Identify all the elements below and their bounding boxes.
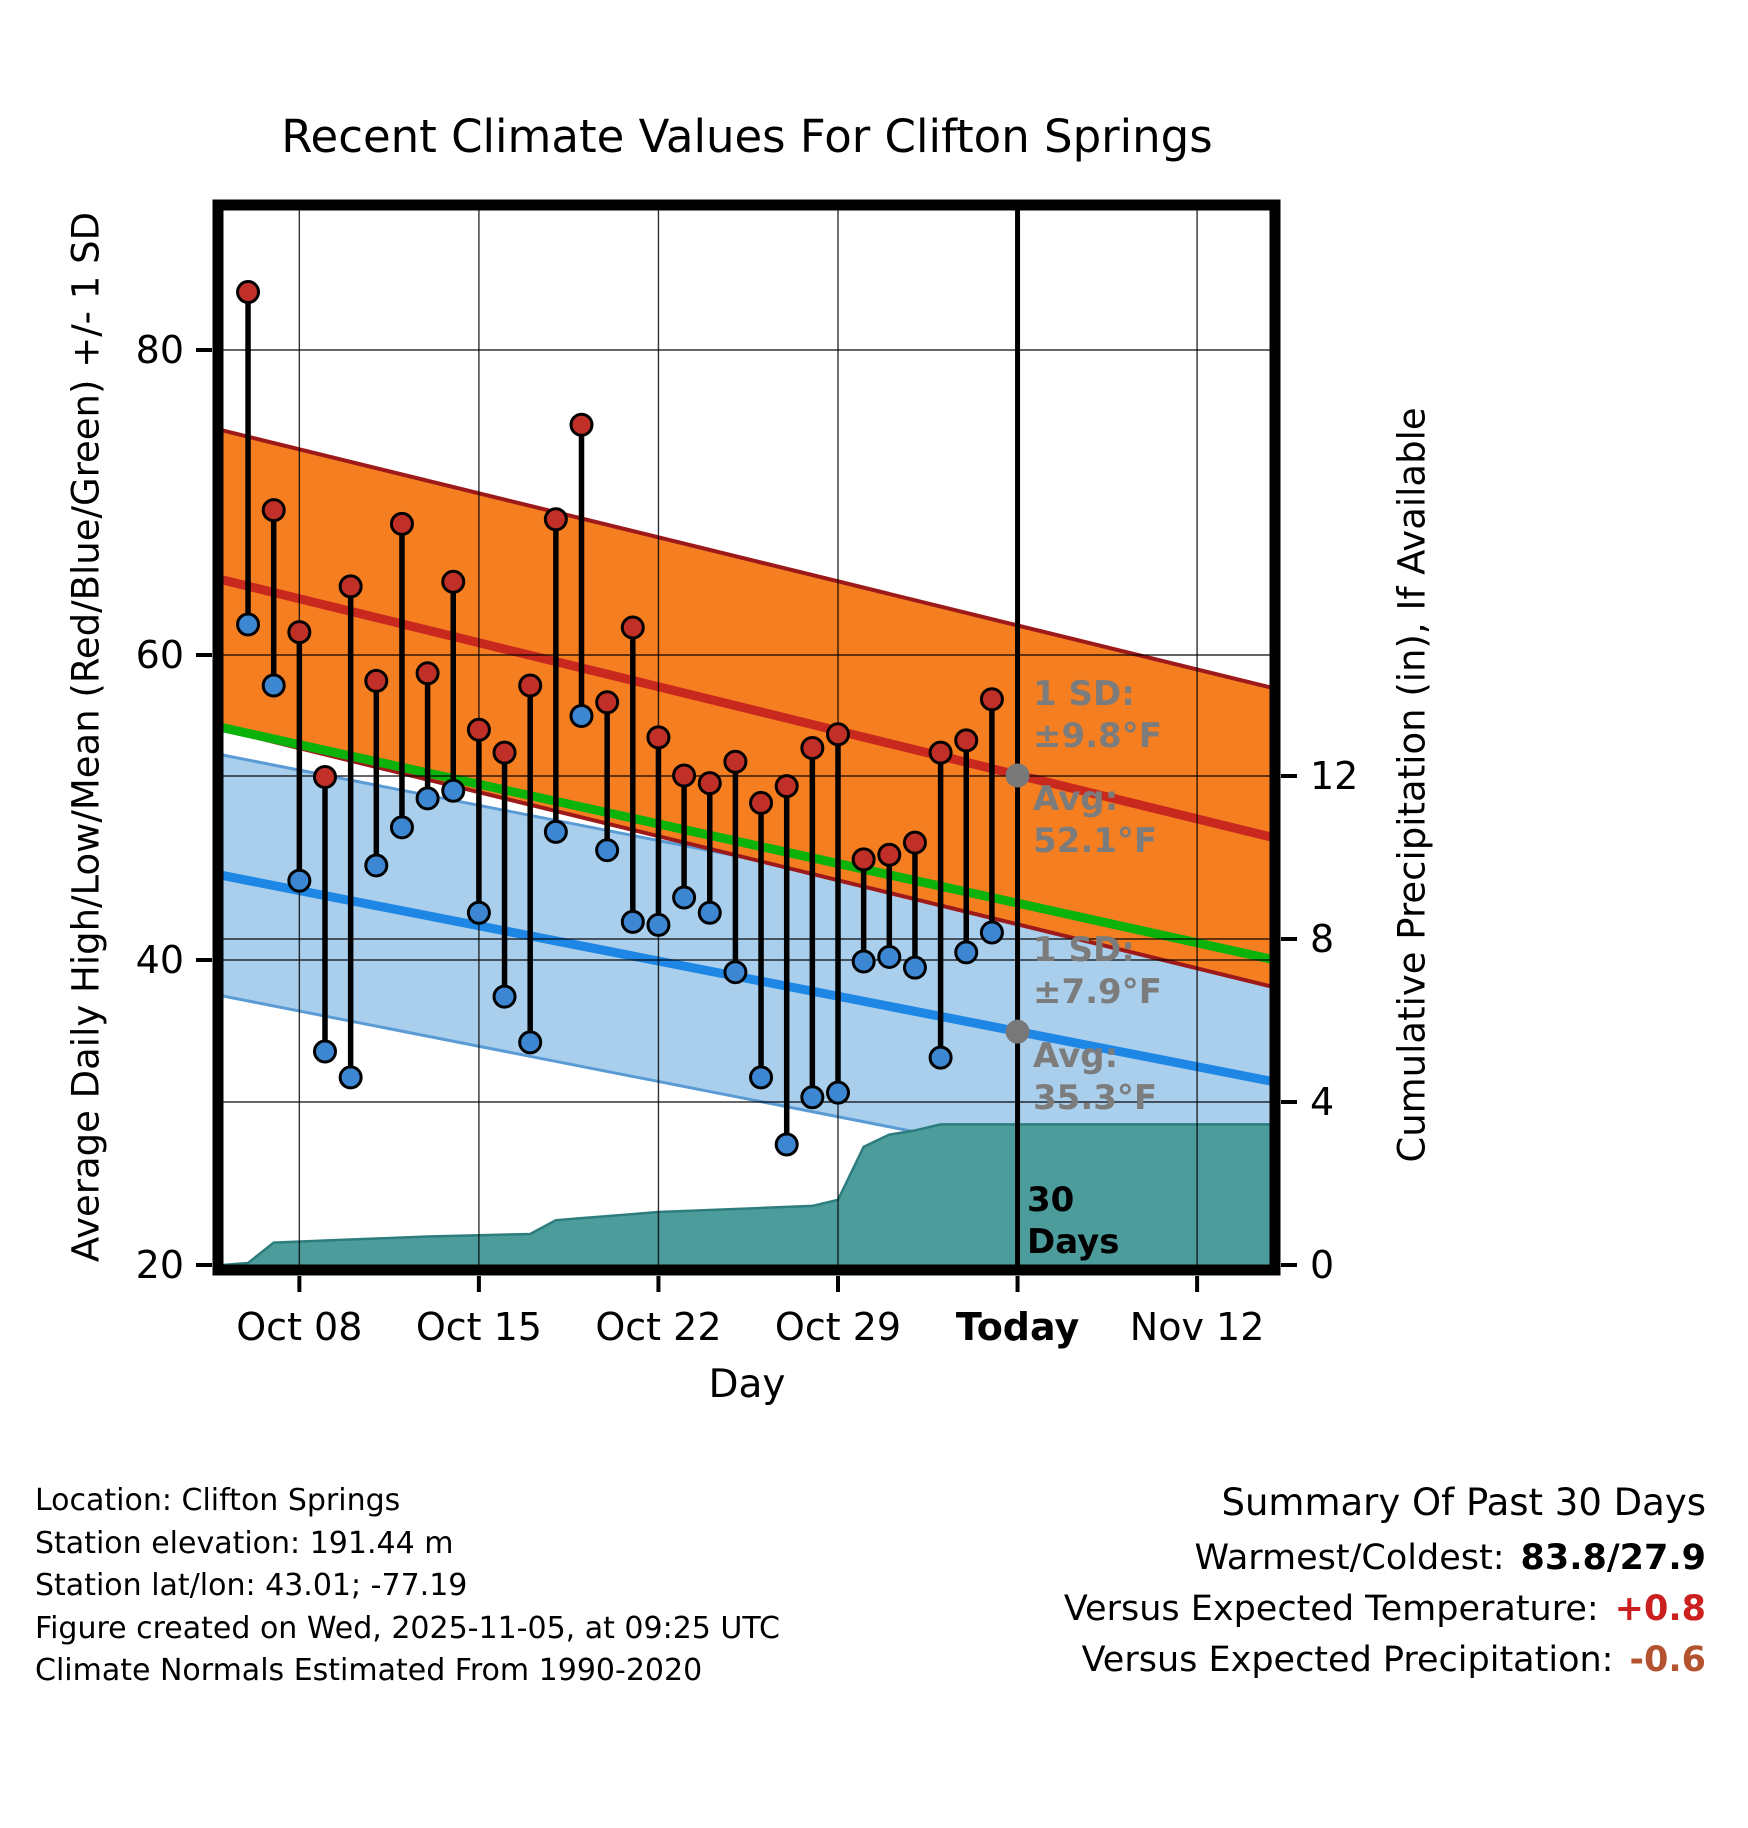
svg-text:60: 60 — [136, 633, 184, 677]
summary-heading: Summary Of Past 30 Days — [1221, 1481, 1706, 1524]
svg-text:20: 20 — [136, 1243, 184, 1287]
svg-text:Oct 15: Oct 15 — [416, 1305, 542, 1349]
summary-warmest-row: Warmest/Coldest: 83.8/27.9 — [1064, 1533, 1706, 1584]
station-location: Location: Clifton Springs — [35, 1483, 401, 1518]
summary-vs-temp-row: Versus Expected Temperature: +0.8 — [1064, 1584, 1706, 1635]
summary-vs-temp-label: Versus Expected Temperature: — [1063, 1589, 1599, 1629]
climate-normals-note: Climate Normals Estimated From 1990-2020 — [35, 1653, 703, 1688]
summary-warmest-label: Warmest/Coldest: — [1194, 1538, 1505, 1578]
avg-low-annotation: Avg: 35.3°F — [1033, 1036, 1158, 1118]
svg-text:8: 8 — [1310, 917, 1334, 961]
summary-vs-precip-row: Versus Expected Precipitation: -0.6 — [1064, 1635, 1706, 1686]
x-axis-label: Day — [708, 1362, 786, 1407]
summary-vs-precip-value: -0.6 — [1629, 1640, 1706, 1680]
station-info-block: Location: Clifton Springs Station elevat… — [35, 1480, 780, 1693]
svg-text:0: 0 — [1310, 1243, 1334, 1287]
summary-panel: Summary Of Past 30 Days Warmest/Coldest:… — [1064, 1481, 1706, 1686]
period-annotation: 30 Days — [1027, 1180, 1120, 1262]
figure-created: Figure created on Wed, 2025-11-05, at 09… — [35, 1610, 780, 1646]
climate-chart-canvas: 20 40 60 80 0 4 8 12 Oct 08 Oct 15 Oct 22 Oct 29 Tod… — [136, 199, 1358, 1349]
avg-high-annotation: Avg: 52.1°F — [1033, 779, 1158, 861]
svg-text:Nov 12: Nov 12 — [1130, 1305, 1265, 1349]
chart-title: Recent Climate Values For Clifton Spring… — [281, 110, 1213, 163]
summary-vs-temp-value: +0.8 — [1614, 1589, 1706, 1629]
high-sd-annotation: 1 SD: ±9.8°F — [1033, 674, 1162, 756]
svg-text:12: 12 — [1310, 754, 1358, 798]
low-sd-annotation: 1 SD: ±7.9°F — [1033, 930, 1162, 1012]
station-elevation: Station elevation: 191.44 m — [35, 1525, 454, 1561]
station-latlon: Station lat/lon: 43.01; -77.19 — [35, 1568, 468, 1603]
svg-text:40: 40 — [136, 938, 184, 982]
svg-text:Today: Today — [956, 1305, 1080, 1349]
svg-text:Oct 29: Oct 29 — [775, 1305, 901, 1349]
svg-text:Oct 22: Oct 22 — [595, 1305, 721, 1349]
svg-text:80: 80 — [136, 328, 184, 372]
svg-text:4: 4 — [1310, 1080, 1334, 1124]
svg-text:Oct 08: Oct 08 — [236, 1305, 362, 1349]
summary-vs-precip-label: Versus Expected Precipitation: — [1081, 1640, 1614, 1680]
summary-warmest-value: 83.8/27.9 — [1520, 1538, 1707, 1578]
